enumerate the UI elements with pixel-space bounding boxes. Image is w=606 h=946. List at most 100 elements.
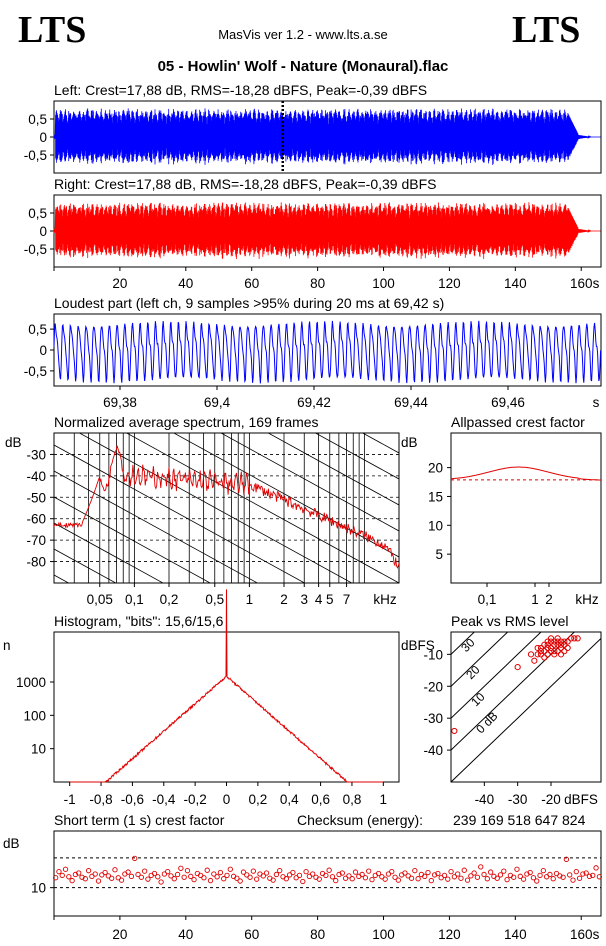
crest-allpass-title: Allpassed crest factor xyxy=(451,414,585,430)
loudest-xtick-label: 69,46 xyxy=(491,395,525,410)
crest-allpass-ytick-label: 5 xyxy=(435,547,443,562)
shortterm-point xyxy=(92,871,98,877)
shortterm-point xyxy=(171,876,177,882)
spectrum-slope xyxy=(54,548,117,583)
spectrum-ytick-label: -50 xyxy=(26,490,46,505)
spectrum-slope xyxy=(125,433,399,583)
shortterm-point xyxy=(181,874,187,880)
crest-allpass-ytick-label: 10 xyxy=(428,518,443,533)
shortterm-point xyxy=(277,868,283,874)
shortterm-point xyxy=(250,868,257,874)
peakrms-point xyxy=(514,664,521,671)
shortterm-point xyxy=(333,877,339,884)
histogram-title: Histogram, "bits": 15,6/15,6 xyxy=(54,613,224,629)
shortterm-point xyxy=(191,876,197,883)
shortterm-point xyxy=(395,877,401,883)
shortterm-point xyxy=(408,875,415,881)
peakrms-point xyxy=(534,644,541,652)
shortterm-point xyxy=(497,872,504,878)
shortterm-point xyxy=(504,876,510,883)
shortterm-point xyxy=(178,865,184,871)
left-title: Left: Crest=17,88 dB, RMS=-18,28 dBFS, P… xyxy=(54,82,428,98)
histogram-ylabel: n xyxy=(3,638,11,653)
histogram-xtick-label: 0 xyxy=(223,792,231,807)
crest-allpass-xunit: kHz xyxy=(575,592,598,607)
peakrms-point xyxy=(564,644,571,652)
peakrms-point xyxy=(544,651,551,658)
shortterm-xtick-label: 100 xyxy=(372,927,395,942)
peakrms-point xyxy=(537,648,545,655)
shortterm-point xyxy=(369,876,375,883)
peakrms-point xyxy=(531,657,538,664)
right-xtick-label: 140 xyxy=(504,276,527,291)
right-xtick-label: 120 xyxy=(438,276,461,291)
shortterm-point xyxy=(441,872,448,879)
shortterm-point xyxy=(290,869,296,876)
shortterm-point xyxy=(326,867,332,873)
shortterm-point xyxy=(254,876,260,882)
shortterm-point xyxy=(112,867,118,873)
shortterm-point xyxy=(445,876,451,882)
shortterm-xunit: s xyxy=(593,927,600,942)
shortterm-point xyxy=(56,868,62,875)
peakrms-point xyxy=(554,648,561,655)
shortterm-point xyxy=(109,875,115,881)
peakrms-point xyxy=(537,644,545,652)
shortterm-point xyxy=(362,875,369,881)
shortterm-point xyxy=(461,867,467,873)
shortterm-point xyxy=(151,870,158,877)
peakrms-crest-line xyxy=(451,632,509,687)
spectrum-slope xyxy=(54,470,259,583)
peakrms-ylabel: dBFS xyxy=(401,638,435,653)
checksum-value: 239 169 518 647 824 xyxy=(453,812,586,828)
left-waveform-ytick-label: 0 xyxy=(39,130,47,145)
shortterm-point xyxy=(62,866,69,872)
left-waveform-ytick-label: 0,5 xyxy=(28,112,47,127)
histogram-xtick-label: -0,8 xyxy=(89,792,112,807)
right-waveform-ytick-label: -0,5 xyxy=(24,242,47,257)
peakrms-point xyxy=(541,641,548,648)
shortterm-point xyxy=(263,870,270,876)
shortterm-point xyxy=(339,870,345,876)
peakrms-point xyxy=(567,635,575,642)
histogram-curve xyxy=(69,589,384,783)
shortterm-point xyxy=(478,864,484,870)
shortterm-point xyxy=(303,868,309,875)
shortterm-point xyxy=(188,873,194,879)
logo-left: LTS xyxy=(18,9,87,51)
shortterm-point xyxy=(155,874,161,880)
peakrms-point xyxy=(544,638,551,645)
shortterm-point xyxy=(69,877,75,884)
peakrms-xunit: dBFS xyxy=(564,792,598,807)
peakrms-point xyxy=(551,651,558,658)
shortterm-point xyxy=(534,878,540,884)
histogram-xtick-label: 0,4 xyxy=(280,792,299,807)
shortterm-point xyxy=(224,872,230,879)
peakrms-point xyxy=(547,644,555,652)
shortterm-point xyxy=(501,868,507,874)
shortterm-point xyxy=(517,873,523,879)
histogram-ytick-label: 1000 xyxy=(16,675,46,690)
shortterm-xtick-label: 120 xyxy=(438,927,461,942)
crest-allpass-frame xyxy=(450,432,602,584)
peakrms-point xyxy=(541,648,548,655)
peakrms-title: Peak vs RMS level xyxy=(451,613,569,629)
spectrum-slope xyxy=(54,679,399,869)
peakrms-point xyxy=(561,641,568,648)
right-xtick-label: 20 xyxy=(112,276,127,291)
shortterm-point xyxy=(168,873,174,879)
spectrum-curve xyxy=(54,445,399,569)
loudest-xtick-label: 69,38 xyxy=(103,395,137,410)
shortterm-point xyxy=(336,871,342,878)
spectrum-grid xyxy=(54,433,399,869)
shortterm-point xyxy=(79,874,85,880)
right-title: Right: Crest=17,88 dB, RMS=-18,28 dBFS, … xyxy=(54,176,437,192)
shortterm-point xyxy=(455,871,461,877)
shortterm-point xyxy=(240,869,247,875)
checksum-label: Checksum (energy): xyxy=(297,812,424,828)
shortterm-point xyxy=(511,874,517,880)
shortterm-point xyxy=(310,871,316,877)
left-waveform-signal xyxy=(53,108,601,165)
spectrum-slope xyxy=(78,433,353,583)
